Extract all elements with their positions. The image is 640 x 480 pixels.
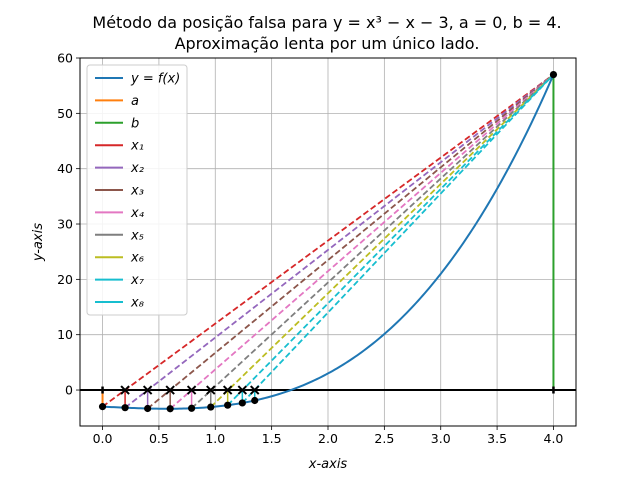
secant-line-x8 [241, 73, 555, 404]
x-tick-label: 1.5 [262, 431, 282, 446]
x-tick-label: 0.5 [149, 431, 169, 446]
legend-label: x₃ [130, 184, 144, 199]
legend-label: a [131, 94, 139, 109]
legend-label: b [131, 116, 139, 131]
iterate-x-marker [186, 385, 197, 395]
curve-point-marker [224, 401, 232, 409]
curve-point-marker [188, 404, 196, 412]
b-point-marker [549, 71, 558, 79]
iterate-x-marker [120, 385, 130, 395]
ticks: 0.0 0.5 1.0 1.5 2.0 2.5 3.0 3.5 4.0 0 10 20 30 40 50 60 [57, 51, 563, 447]
legend: y = f(x) ab x₁ x₂ x₃ x₄ x₅ x₆ x₇ x₈ [86, 64, 188, 316]
x-tick-label: 2.5 [374, 431, 394, 446]
y-tick-label: 10 [57, 327, 73, 342]
secant-line-x1 [102, 73, 554, 408]
y-axis-label: y-axis [31, 223, 46, 262]
y-tick-label: 20 [57, 272, 73, 287]
curve-point-marker [207, 403, 215, 411]
legend-box [86, 64, 188, 316]
legend-label: x₈ [130, 296, 144, 311]
x-tick-label: 4.0 [544, 431, 564, 446]
x-tick-label: 3.5 [487, 431, 507, 446]
iterate-x-marker [237, 385, 248, 395]
curve-point-marker [251, 396, 259, 405]
x-tick-label: 3.0 [431, 431, 451, 446]
y-tick-label: 0 [65, 383, 73, 398]
secant-line-x7 [227, 73, 555, 406]
markers [98, 71, 558, 413]
x-tick-label: 2.0 [318, 431, 338, 446]
secant-line-x4 [169, 73, 555, 410]
legend-label: x₆ [130, 251, 144, 266]
legend-label: x₂ [130, 161, 144, 176]
y-tick-label: 30 [57, 217, 73, 232]
secant-line-x5 [190, 73, 555, 409]
curve-point-marker [144, 404, 152, 413]
function-curve [102, 74, 555, 410]
plot-area [80, 73, 576, 410]
iterate-x-marker [222, 385, 233, 395]
secant-line-x3 [147, 73, 555, 410]
legend-label: x₄ [130, 206, 145, 221]
legend-label: y = f(x) [130, 72, 180, 87]
x-tick-label: 1.0 [205, 431, 225, 446]
secant-line-x6 [210, 73, 555, 408]
iterate-x-marker [142, 385, 153, 395]
iterate-x-marker [250, 385, 260, 395]
curve-point-marker [238, 399, 246, 407]
legend-label: x₇ [130, 273, 145, 288]
secant-line-x2 [124, 73, 555, 409]
chart-title-line2: Aproximação lenta por um único lado. [175, 34, 480, 53]
legend-label: x₁ [130, 139, 144, 154]
curve-point-marker [121, 404, 129, 412]
curve-point-marker [98, 403, 107, 411]
y-tick-label: 50 [57, 106, 73, 121]
x-tick-label: 0.0 [93, 431, 113, 446]
iterate-x-marker [206, 385, 216, 395]
chart-title-line1: Método da posição falsa para y = x³ − x … [92, 13, 561, 32]
y-tick-label: 40 [57, 161, 73, 176]
curve-point-marker [166, 405, 174, 413]
legend-label: x₅ [130, 228, 144, 243]
y-tick-label: 60 [57, 51, 73, 66]
iterate-x-marker [165, 385, 175, 395]
x-axis-label: x-axis [308, 457, 348, 472]
